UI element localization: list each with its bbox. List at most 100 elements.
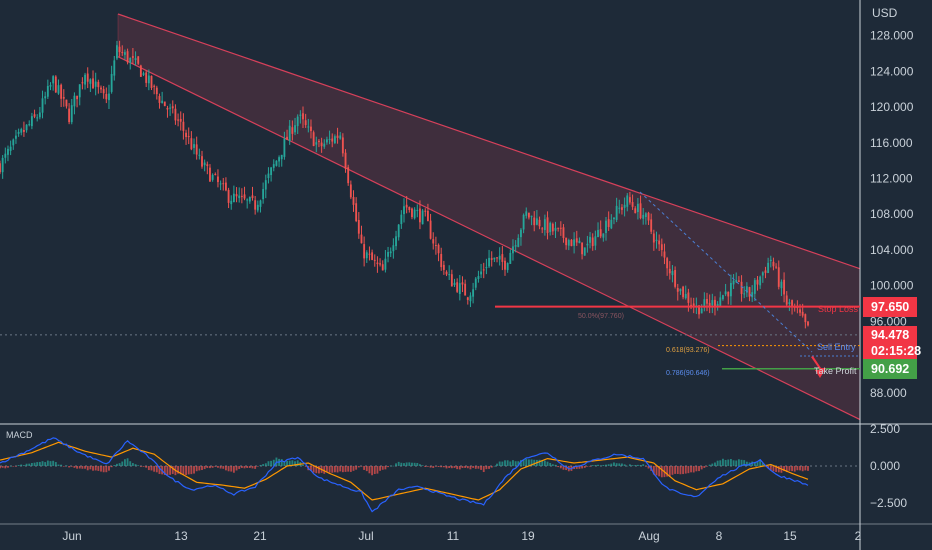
candle-body — [38, 112, 41, 118]
candle-body — [163, 101, 166, 107]
candle-body — [94, 81, 97, 87]
macd-hist-bar — [714, 462, 716, 466]
candle-body — [68, 108, 71, 123]
candle-body — [729, 283, 732, 297]
price-pane[interactable] — [0, 13, 860, 421]
macd-hist-bar — [206, 466, 209, 468]
macd-hist-bar — [302, 464, 304, 466]
macd-hist-bar — [52, 460, 55, 466]
candle-body — [708, 302, 711, 307]
candle-body — [761, 272, 764, 276]
candle-body — [732, 280, 735, 285]
candle-body — [259, 200, 262, 207]
macd-hist-bar — [655, 466, 658, 476]
price-tick-label: 96.000 — [870, 314, 907, 328]
sell-entry-label: Sell Entry — [817, 342, 856, 352]
candle-body — [198, 154, 201, 156]
candle-body — [360, 234, 363, 244]
macd-hist-bar — [658, 466, 661, 477]
candle-body — [756, 279, 759, 285]
macd-hist-bar — [397, 461, 400, 466]
candle-body — [578, 240, 581, 244]
macd-hist-bar — [581, 466, 584, 469]
macd-hist-bar — [333, 466, 336, 473]
macd-hist-bar — [498, 461, 501, 466]
macd-hist-bar — [256, 466, 259, 467]
macd-hist-bar — [280, 459, 283, 466]
candle-body — [307, 126, 310, 128]
candle-body — [20, 129, 23, 133]
candle-body — [679, 288, 682, 292]
candle-body — [78, 84, 81, 98]
candle-body — [650, 219, 653, 232]
macd-hist-bar — [578, 466, 581, 469]
macd-hist-bar — [647, 466, 650, 469]
macd-hist-bar — [129, 461, 132, 466]
macd-hist-bar — [171, 466, 174, 474]
candle-body — [719, 297, 722, 306]
macd-hist-bar — [788, 466, 791, 471]
candle-body — [230, 200, 233, 205]
candle-body — [52, 76, 55, 84]
candle-body — [469, 295, 472, 302]
macd-hist-bar — [134, 464, 137, 466]
macd-hist-bar — [700, 466, 703, 470]
macd-hist-bar — [589, 466, 591, 467]
macd-pane[interactable] — [0, 437, 860, 513]
candle-body — [421, 210, 424, 225]
candle-body — [381, 264, 384, 271]
macd-hist-bar — [211, 466, 214, 468]
macd-hist-bar — [668, 466, 671, 477]
candle-body — [251, 195, 254, 199]
candle-body — [488, 257, 490, 267]
macd-hist-bar — [554, 464, 557, 466]
candle-body — [137, 56, 140, 64]
candle-body — [217, 176, 219, 183]
macd-hist-bar — [365, 466, 368, 472]
candle-body — [41, 98, 44, 113]
candle-body — [607, 219, 610, 227]
candle-body — [89, 79, 92, 84]
candle-body — [777, 267, 780, 287]
candle-body — [543, 219, 546, 231]
candle-body — [799, 309, 801, 313]
macd-hist-bar — [36, 462, 39, 466]
macd-hist-bar — [666, 466, 669, 477]
macd-hist-bar — [110, 466, 113, 468]
macd-hist-bar — [448, 466, 451, 468]
candle-body — [123, 52, 126, 55]
macd-hist-bar — [381, 466, 384, 470]
macd-hist-bar — [376, 466, 379, 474]
macd-hist-bar — [687, 466, 690, 474]
candle-body — [450, 274, 453, 287]
candle-body — [735, 280, 738, 282]
candle-body — [76, 95, 79, 100]
candle-body — [482, 269, 485, 271]
macd-hist-bar — [807, 466, 809, 471]
macd-hist-bar — [403, 463, 405, 466]
macd-hist-bar — [557, 466, 560, 468]
candle-body — [363, 244, 366, 259]
candle-body — [740, 281, 743, 294]
candle-body — [158, 96, 161, 103]
candle-body — [628, 197, 631, 203]
candle-body — [416, 209, 419, 211]
candle-body — [501, 254, 504, 262]
macd-hist-bar — [86, 466, 89, 471]
candle-body — [631, 202, 634, 207]
macd-hist-bar — [530, 459, 533, 466]
candle-body — [147, 75, 150, 84]
price-tick-label: 120.000 — [870, 100, 914, 114]
candle-body — [559, 227, 562, 229]
macd-hist-bar — [652, 466, 655, 475]
macd-hist-bar — [541, 460, 544, 466]
candles — [0, 40, 809, 329]
macd-hist-bar — [775, 466, 778, 472]
candle-body — [328, 138, 331, 140]
macd-hist-bar — [357, 466, 360, 468]
candle-body — [716, 303, 719, 306]
macd-hist-bar — [690, 466, 692, 473]
price-tick-label: 112.000 — [870, 172, 913, 186]
macd-tick-label: 0.000 — [870, 459, 900, 473]
